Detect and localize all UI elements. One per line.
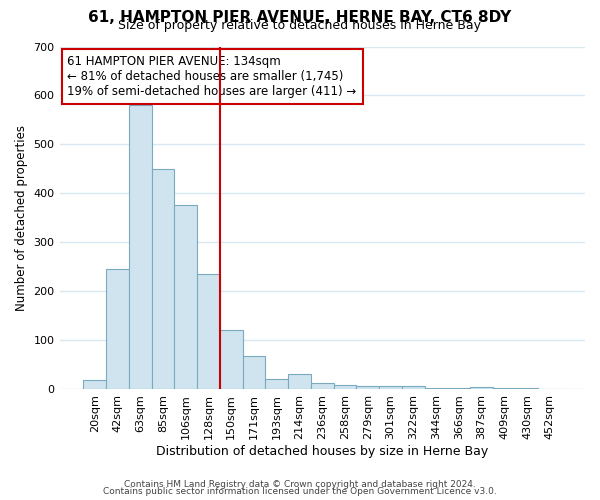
Text: Contains public sector information licensed under the Open Government Licence v3: Contains public sector information licen… <box>103 487 497 496</box>
Bar <box>288 374 311 389</box>
Bar <box>448 388 470 389</box>
X-axis label: Distribution of detached houses by size in Herne Bay: Distribution of detached houses by size … <box>156 444 488 458</box>
Bar <box>175 206 197 389</box>
Bar <box>242 356 265 389</box>
Bar <box>265 379 288 389</box>
Bar <box>311 383 334 389</box>
Bar <box>356 386 379 389</box>
Bar <box>129 105 152 389</box>
Text: Contains HM Land Registry data © Crown copyright and database right 2024.: Contains HM Land Registry data © Crown c… <box>124 480 476 489</box>
Bar <box>220 330 242 389</box>
Text: Size of property relative to detached houses in Herne Bay: Size of property relative to detached ho… <box>119 19 482 32</box>
Bar <box>379 386 402 389</box>
Bar <box>402 386 425 389</box>
Text: 61, HAMPTON PIER AVENUE, HERNE BAY, CT6 8DY: 61, HAMPTON PIER AVENUE, HERNE BAY, CT6 … <box>88 10 512 25</box>
Bar <box>197 274 220 389</box>
Text: 61 HAMPTON PIER AVENUE: 134sqm
← 81% of detached houses are smaller (1,745)
19% : 61 HAMPTON PIER AVENUE: 134sqm ← 81% of … <box>67 55 356 98</box>
Bar <box>470 386 493 389</box>
Bar <box>425 388 448 389</box>
Bar <box>152 169 175 389</box>
Y-axis label: Number of detached properties: Number of detached properties <box>15 124 28 310</box>
Bar <box>106 269 129 389</box>
Bar <box>334 385 356 389</box>
Bar <box>83 380 106 389</box>
